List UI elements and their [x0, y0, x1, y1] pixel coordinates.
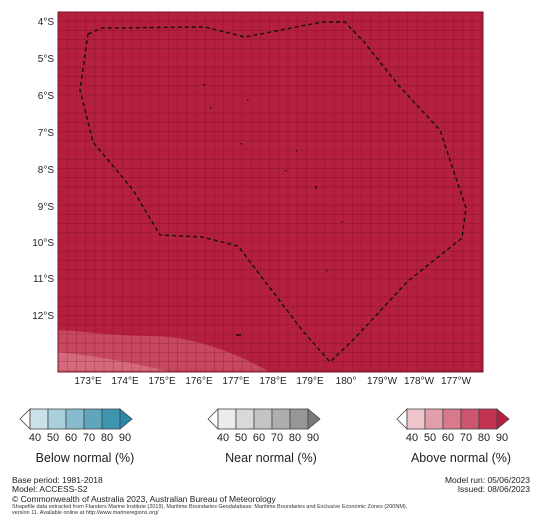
lat-label-10s: 10°S — [32, 238, 54, 249]
legend-tick: 90 — [306, 432, 320, 444]
legend-tick: 80 — [288, 432, 302, 444]
legend-tick: 40 — [28, 432, 42, 444]
legend-tick: 90 — [118, 432, 132, 444]
colorbar-segment — [29, 408, 49, 430]
legend-tick: 60 — [252, 432, 266, 444]
lat-label-11s: 11°S — [32, 274, 54, 285]
eez-boundary-line — [79, 21, 467, 364]
legend-tick: 60 — [441, 432, 455, 444]
colorbar-segment — [289, 408, 309, 430]
lon-label-179w: 179°W — [366, 376, 398, 387]
legend-above-normal-colorbar — [396, 408, 510, 430]
footer-issued: Issued: 08/06/2023 — [457, 484, 530, 494]
lon-label-173e: 173°E — [74, 376, 102, 387]
colorbar-segment — [406, 408, 426, 430]
colorbar-segment — [101, 408, 121, 430]
colorbar-segment — [65, 408, 85, 430]
map-frame — [57, 11, 484, 373]
lat-label-4s: 4°S — [37, 17, 54, 28]
legend-above-normal-title: Above normal (%) — [410, 451, 512, 465]
legend-tick: 50 — [46, 432, 60, 444]
lon-label-176e: 176°E — [185, 376, 213, 387]
legend-tick: 40 — [405, 432, 419, 444]
island-markers — [203, 84, 343, 336]
legend-tick: 40 — [216, 432, 230, 444]
island-marker — [296, 150, 298, 152]
legend-tick: 90 — [495, 432, 509, 444]
lat-label-9s: 9°S — [37, 202, 54, 213]
island-marker — [341, 221, 343, 223]
footer-shapefile-credit: Shapefile data extracted from Flanders M… — [12, 504, 408, 510]
island-marker — [203, 84, 205, 86]
legend-below-normal-title: Below normal (%) — [35, 451, 135, 465]
legend-tick: 80 — [477, 432, 491, 444]
map-field — [58, 12, 483, 372]
footer-copyright: © Commonwealth of Australia 2023, Austra… — [12, 494, 276, 504]
lon-label-179e: 179°E — [296, 376, 324, 387]
legend-near-normal-ticks: 40 50 60 70 80 90 — [214, 432, 322, 444]
colorbar-segment — [253, 408, 273, 430]
lat-label-7s: 7°S — [37, 128, 54, 139]
lat-label-8s: 8°S — [37, 165, 54, 176]
lon-label-177e: 177°E — [222, 376, 250, 387]
colorbar-max-arrow — [119, 408, 133, 430]
lat-label-12s: 12°S — [32, 311, 54, 322]
legend-tick: 50 — [423, 432, 437, 444]
lat-label-5s: 5°S — [37, 54, 54, 65]
lon-label-174e: 174°E — [111, 376, 139, 387]
island-marker — [240, 143, 242, 145]
island-marker — [285, 170, 287, 172]
footer-base-period: Base period: 1981-2018 — [12, 475, 103, 485]
footer-model: Model: ACCESS-S2 — [12, 484, 88, 494]
footer-shapefile-credit-2: version 11. Available online at http://w… — [12, 510, 159, 515]
island-marker — [326, 270, 328, 272]
legend-tick: 70 — [270, 432, 284, 444]
colorbar-segment — [217, 408, 237, 430]
colorbar-min-arrow — [396, 408, 408, 430]
colorbar-min-arrow — [19, 408, 31, 430]
colorbar-segment — [442, 408, 462, 430]
legend-tick: 60 — [64, 432, 78, 444]
legend-near-normal-title: Near normal (%) — [225, 451, 317, 465]
colorbar-segment — [460, 408, 480, 430]
lon-label-178e: 178°E — [259, 376, 287, 387]
colorbar-segment — [478, 408, 498, 430]
island-marker — [247, 99, 249, 101]
lon-label-175e: 175°E — [148, 376, 176, 387]
lon-label-178w: 178°W — [403, 376, 435, 387]
colorbar-min-arrow — [207, 408, 219, 430]
colorbar-segment — [424, 408, 444, 430]
lat-label-6s: 6°S — [37, 91, 54, 102]
footer-model-run: Model run: 05/06/2023 — [444, 475, 530, 485]
lon-label-180: 180° — [335, 376, 357, 387]
island-marker — [236, 334, 241, 336]
legend-tick: 80 — [100, 432, 114, 444]
colorbar-segment — [47, 408, 67, 430]
island-marker — [315, 186, 317, 189]
legend-above-normal-ticks: 40 50 60 70 80 90 — [403, 432, 511, 444]
legend-near-normal-colorbar — [207, 408, 321, 430]
legend-tick: 50 — [234, 432, 248, 444]
colorbar-segment — [271, 408, 291, 430]
island-marker — [210, 107, 212, 109]
lon-label-177w: 177°W — [440, 376, 472, 387]
colorbar-segment — [235, 408, 255, 430]
map-gridlines — [58, 12, 483, 372]
legend-below-normal-colorbar — [19, 408, 133, 430]
legend-tick: 70 — [459, 432, 473, 444]
colorbar-segment — [83, 408, 103, 430]
forecast-map — [57, 11, 484, 373]
colorbar-max-arrow — [496, 408, 510, 430]
colorbar-max-arrow — [307, 408, 321, 430]
lighter-probability-band-edge — [58, 352, 170, 372]
legend-tick: 70 — [82, 432, 96, 444]
legend-below-normal-ticks: 40 50 60 70 80 90 — [26, 432, 134, 444]
